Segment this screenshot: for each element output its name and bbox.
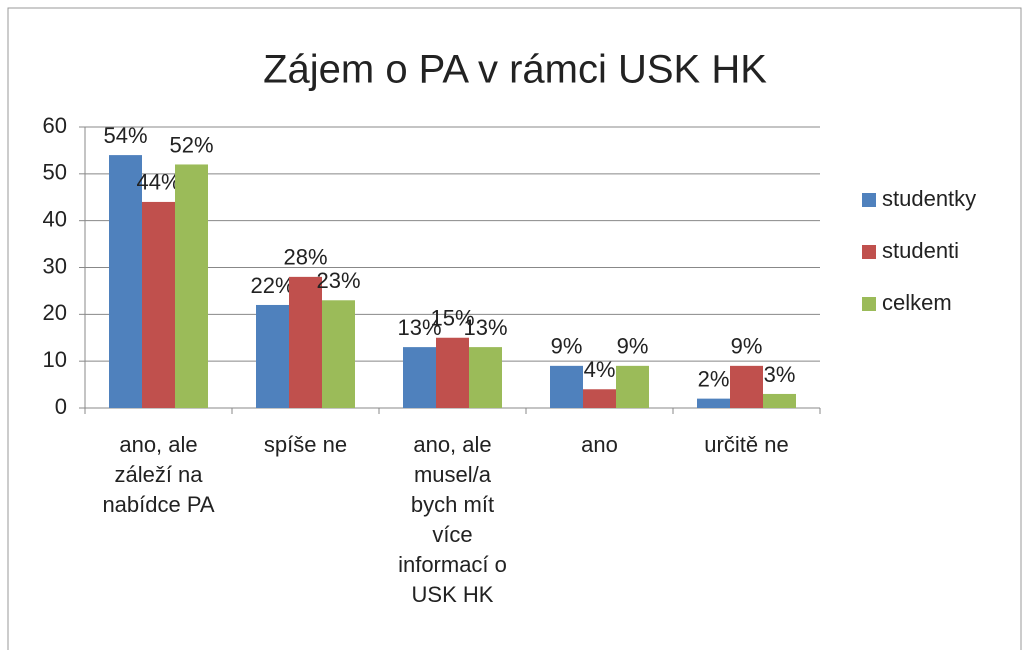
- legend-label: studenti: [882, 238, 959, 263]
- legend-label: celkem: [882, 290, 952, 315]
- y-tick-label: 50: [43, 160, 67, 185]
- bar: [730, 365, 763, 408]
- bar: [697, 398, 730, 408]
- bar: [436, 337, 469, 408]
- value-label: 9%: [551, 334, 583, 359]
- value-label: 9%: [617, 334, 649, 359]
- y-tick-label: 0: [55, 394, 67, 419]
- y-tick-label: 40: [43, 206, 67, 231]
- y-tick-label: 10: [43, 347, 67, 372]
- value-label: 23%: [316, 268, 360, 293]
- value-label: 2%: [698, 366, 730, 391]
- bar: [550, 365, 583, 408]
- bar: [616, 365, 649, 408]
- bar: [322, 300, 355, 408]
- legend-swatch: [862, 297, 876, 311]
- bar: [289, 276, 322, 408]
- value-label: 44%: [136, 170, 180, 195]
- x-tick-label: určitě ne: [704, 432, 789, 457]
- bar: [583, 389, 616, 408]
- legend-label: studentky: [882, 186, 976, 211]
- value-label: 54%: [103, 123, 147, 148]
- value-label: 4%: [584, 357, 616, 382]
- value-label: 15%: [430, 306, 474, 331]
- x-tick-label: ano, ale záleží na nabídce PA: [102, 432, 215, 517]
- y-tick-label: 20: [43, 300, 67, 325]
- legend-swatch: [862, 245, 876, 259]
- value-label: 13%: [397, 315, 441, 340]
- bar: [403, 347, 436, 408]
- value-label: 28%: [283, 245, 327, 270]
- value-label: 9%: [731, 334, 763, 359]
- x-tick-label: ano: [581, 432, 618, 457]
- bar: [469, 347, 502, 408]
- value-label: 52%: [169, 132, 213, 157]
- value-label: 22%: [250, 273, 294, 298]
- bar: [763, 393, 796, 408]
- x-tick-label: ano, ale musel/a bych mít více informací…: [398, 432, 507, 607]
- x-tick-label: spíše ne: [263, 432, 348, 457]
- bar: [256, 304, 289, 408]
- bar: [109, 155, 142, 408]
- value-label: 3%: [764, 362, 796, 387]
- chart-title: Zájem o PA v rámci USK HK: [263, 48, 767, 92]
- y-tick-label: 30: [43, 253, 67, 278]
- legend-swatch: [862, 193, 876, 207]
- y-tick-label: 60: [43, 113, 67, 138]
- chart-border: [7, 7, 1022, 650]
- value-label: 13%: [463, 315, 507, 340]
- bar: [175, 164, 208, 408]
- bar: [142, 201, 175, 408]
